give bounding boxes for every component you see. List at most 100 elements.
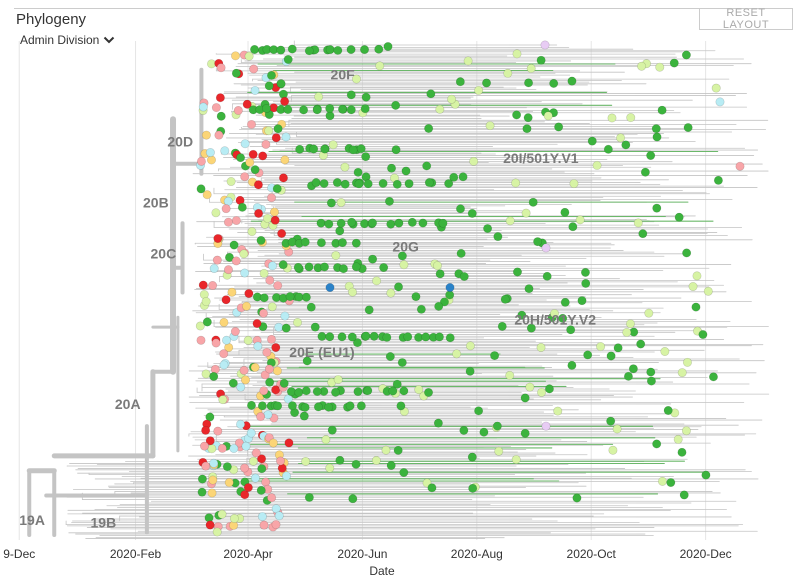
tree-tip xyxy=(233,105,243,115)
tree-tip xyxy=(240,172,250,182)
tree-tip xyxy=(228,378,238,388)
tree-tip xyxy=(262,104,272,114)
panel-title: Phylogeny xyxy=(16,11,87,28)
tree-tip xyxy=(256,235,266,245)
tree-tip xyxy=(517,310,527,320)
tree-tip xyxy=(469,156,479,166)
tree-tip xyxy=(227,287,237,297)
tree-tip xyxy=(381,445,391,455)
tree-tip xyxy=(433,418,443,428)
tree-tip xyxy=(474,85,484,95)
tree-tip xyxy=(276,79,286,89)
color-by-dropdown[interactable]: Admin Division xyxy=(20,33,115,47)
tree-tip xyxy=(240,463,250,473)
tree-tip xyxy=(553,406,563,416)
tree-tip xyxy=(304,46,314,56)
tree-tip xyxy=(394,218,404,228)
tree-tip xyxy=(274,511,284,521)
tree-tip xyxy=(677,447,687,457)
tree-tip xyxy=(424,178,434,188)
tree-tip xyxy=(558,313,568,323)
tree-tip xyxy=(325,45,335,55)
tree-tip xyxy=(247,119,257,129)
tree-tip xyxy=(505,370,515,380)
tree-tip xyxy=(386,219,396,229)
tree-tip xyxy=(331,387,341,397)
tree-tip xyxy=(439,297,449,307)
tree-tip xyxy=(205,520,215,530)
clade-label: 20G xyxy=(392,238,419,254)
tree-tip xyxy=(554,122,564,132)
tree-tip xyxy=(242,99,252,109)
x-tick-label: 2020-Feb xyxy=(110,547,162,561)
tree-tip xyxy=(337,238,347,248)
tree-tip xyxy=(543,111,553,121)
tree-tip xyxy=(575,215,585,225)
tree-tip xyxy=(369,331,379,341)
tree-tip xyxy=(252,319,262,329)
tree-tip xyxy=(688,282,698,292)
tree-tip xyxy=(701,470,711,480)
tree-tip xyxy=(622,327,632,337)
tree-tip xyxy=(356,401,366,411)
tree-tip xyxy=(479,427,489,437)
tree-tip xyxy=(248,149,258,159)
tree-tip xyxy=(426,89,436,99)
tree-tip xyxy=(259,386,269,396)
tree-tip xyxy=(345,401,355,411)
tree-tip xyxy=(382,332,392,342)
tree-tip xyxy=(399,468,409,478)
tree-tip xyxy=(452,349,462,359)
tree-tip xyxy=(287,401,297,411)
tree-tip xyxy=(384,196,394,206)
reset-layout-button[interactable]: RESET LAYOUT xyxy=(699,7,793,31)
tree-tip xyxy=(360,104,370,114)
tree-tip xyxy=(669,58,679,68)
clade-label: 20H/501Y.V2 xyxy=(514,312,596,328)
tree-tip xyxy=(397,358,407,368)
tree-tip xyxy=(657,105,667,115)
tree-tip xyxy=(236,382,246,392)
tree-tip xyxy=(195,321,205,331)
tree-tip xyxy=(541,243,551,253)
tree-tip xyxy=(351,262,361,272)
tree-tip xyxy=(644,308,654,318)
tree-tip xyxy=(640,167,650,177)
tree-tip xyxy=(523,113,533,123)
tree-tip xyxy=(311,178,321,188)
tree-tip xyxy=(348,145,358,155)
tree-tip xyxy=(263,410,273,420)
tree-tip xyxy=(397,251,407,261)
tree-tip xyxy=(673,434,683,444)
header-divider xyxy=(14,8,793,9)
tree-tip xyxy=(237,202,247,212)
tree-tip xyxy=(205,436,215,446)
tree-tip xyxy=(606,351,616,361)
tree-tip xyxy=(213,426,223,436)
clade-label: 20B xyxy=(143,194,169,210)
tree-tip xyxy=(301,292,311,302)
tree-tip xyxy=(276,45,286,55)
tree-tip xyxy=(224,252,234,262)
tree-tip xyxy=(313,402,323,412)
tree-tip xyxy=(351,74,361,84)
tree-tip xyxy=(205,148,215,158)
tree-tip xyxy=(325,463,335,473)
tree-tip xyxy=(497,321,507,331)
tree-tip xyxy=(257,401,267,411)
tree-tip xyxy=(500,294,510,304)
tree-tip xyxy=(301,456,311,466)
tree-tip xyxy=(285,292,295,302)
tree-tip xyxy=(201,130,211,140)
tree-tip xyxy=(348,287,358,297)
tree-tip xyxy=(220,146,230,156)
tree-tip xyxy=(482,78,492,88)
tree-tip xyxy=(378,178,388,188)
tree-tip xyxy=(388,386,398,396)
tree-tip xyxy=(211,103,221,113)
clade-label: 20I/501Y.V1 xyxy=(503,150,579,166)
tree-tip xyxy=(652,203,662,213)
tree-tip xyxy=(336,218,346,228)
tree-tip xyxy=(293,262,303,272)
tree-tip xyxy=(293,317,303,327)
